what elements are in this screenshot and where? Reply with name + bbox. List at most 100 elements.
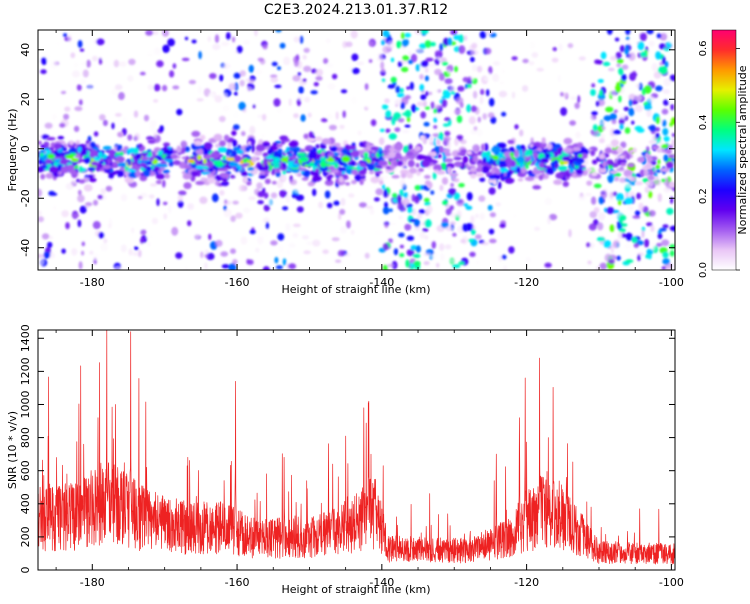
spectrogram-band-cell [227,141,232,148]
spectrogram-cell [283,56,291,66]
spectrogram-cell [273,98,281,107]
spectrogram-band-cell [433,169,440,174]
spectrogram-x-axis: -180 -160 -140 -120 -100 [55,30,684,289]
spectrogram-cell [450,30,458,36]
spectrogram-cell [399,189,404,197]
spectrogram-band-cell [538,174,544,181]
spectrogram-cell [532,179,539,187]
spectrogram-cell [442,123,450,127]
spectrogram-cell [663,77,671,87]
spectrogram-cell [47,241,53,248]
spectrogram-cell [177,200,184,208]
spectrogram-cell [597,79,604,83]
spectrogram-cell [92,221,101,230]
spectrogram-cell [617,221,621,225]
spectrogram-cell [162,84,168,92]
colorbar-tick-label: 0.4 [698,114,709,130]
spectrogram-cell [499,223,506,229]
spectrogram-cell [662,196,669,201]
spectrogram-panel: -180 -160 -140 -120 -100 -40 -20 0 20 40 Height … [6,29,684,296]
spectrogram-cell [644,85,652,94]
spectrogram-cell [477,116,481,123]
spectrogram-cell [377,53,383,57]
spectrogram-cell [513,214,517,218]
spectrogram-cell [398,215,403,220]
spectrogram-cell [618,228,626,233]
spectrogram-cell [624,127,631,134]
spectrogram-cell [297,94,304,101]
spectrogram-band-cell [46,153,56,160]
spectrogram-band-cell [40,144,46,149]
spectrogram-cell [199,196,208,204]
spectrogram-cell [176,108,183,116]
spectrogram-cell [120,244,127,253]
spectrogram-cell [603,115,612,122]
spectrogram-cell [483,143,489,152]
spectrogram-cell [387,84,396,89]
spectrogram-cell [306,241,314,246]
spectrogram-band-cell [288,153,293,158]
spectrogram-cell [383,188,388,198]
spectrogram-cell [248,64,254,73]
spectrogram-cell [453,109,462,115]
spectrogram-cell [670,103,674,111]
spectrogram-cell [487,112,495,119]
spectrogram-y-label: Frequency (Hz) [6,109,19,192]
spectrogram-cell [655,164,661,170]
spectrogram-band-cell [409,167,417,174]
spectrogram-band-cell [598,153,606,160]
spectrogram-cell [103,238,108,244]
spectrogram-cell [113,59,120,68]
spectrogram-cell [447,140,451,150]
spectrogram-cell [586,242,591,248]
spectrogram-cell [390,76,397,83]
spectrogram-cell [177,194,184,203]
spectrogram-band-cell [163,142,170,147]
spectrogram-cell [591,196,597,205]
spectrogram-band-cell [473,155,478,163]
spectrogram-cell [578,56,586,61]
spectrogram-cell [318,201,324,209]
spectrogram-band-cell [520,166,527,174]
spectrogram-cell [350,96,358,105]
spectrogram-band-cell [83,157,91,164]
spectrogram-cell [350,30,358,39]
spectrogram-cell [447,37,452,46]
spectrogram-cell [162,201,168,206]
spectrogram-band-cell [598,138,605,144]
spectrogram-cell [220,251,229,257]
spectrogram-cell [670,117,675,125]
spectrogram-cell [236,45,243,54]
spectrogram-cell [458,261,465,265]
spectrogram-band-cell [375,170,383,174]
spectrogram-band-cell [297,152,307,157]
spectrogram-cell [433,117,438,123]
spectrogram-cell [149,124,157,132]
spectrogram-cell [327,83,336,90]
spectrogram-band-cell [671,138,675,147]
spectrogram-cell [456,134,464,141]
spectrogram-cell [623,106,630,112]
spectrogram-x-tick-label: -100 [659,276,684,289]
spectrogram-cell [479,212,485,220]
spectrogram-cell [278,245,284,254]
spectrogram-cell [656,169,662,173]
spectrogram-cell [214,34,220,43]
spectrogram-cell [641,88,646,96]
spectrogram-band-cell [119,151,124,156]
spectrogram-cell [464,162,470,169]
spectrogram-band-cell [145,166,153,171]
spectrogram-cell [79,205,87,214]
spectrogram-cell [655,242,663,247]
spectrogram-cell [627,205,634,211]
spectrogram-band-cell [497,181,502,190]
spectrogram-cell [406,249,415,257]
spectrogram-cell [591,111,598,116]
spectrogram-cell [348,193,355,198]
colorbar-ticks: 0.0 0.2 0.4 0.6 [698,41,740,278]
snr-y-tick-label: 1400 [19,324,32,352]
spectrogram-cell [406,235,415,241]
spectrogram-band-cell [280,157,289,162]
spectrogram-cell [55,40,61,47]
